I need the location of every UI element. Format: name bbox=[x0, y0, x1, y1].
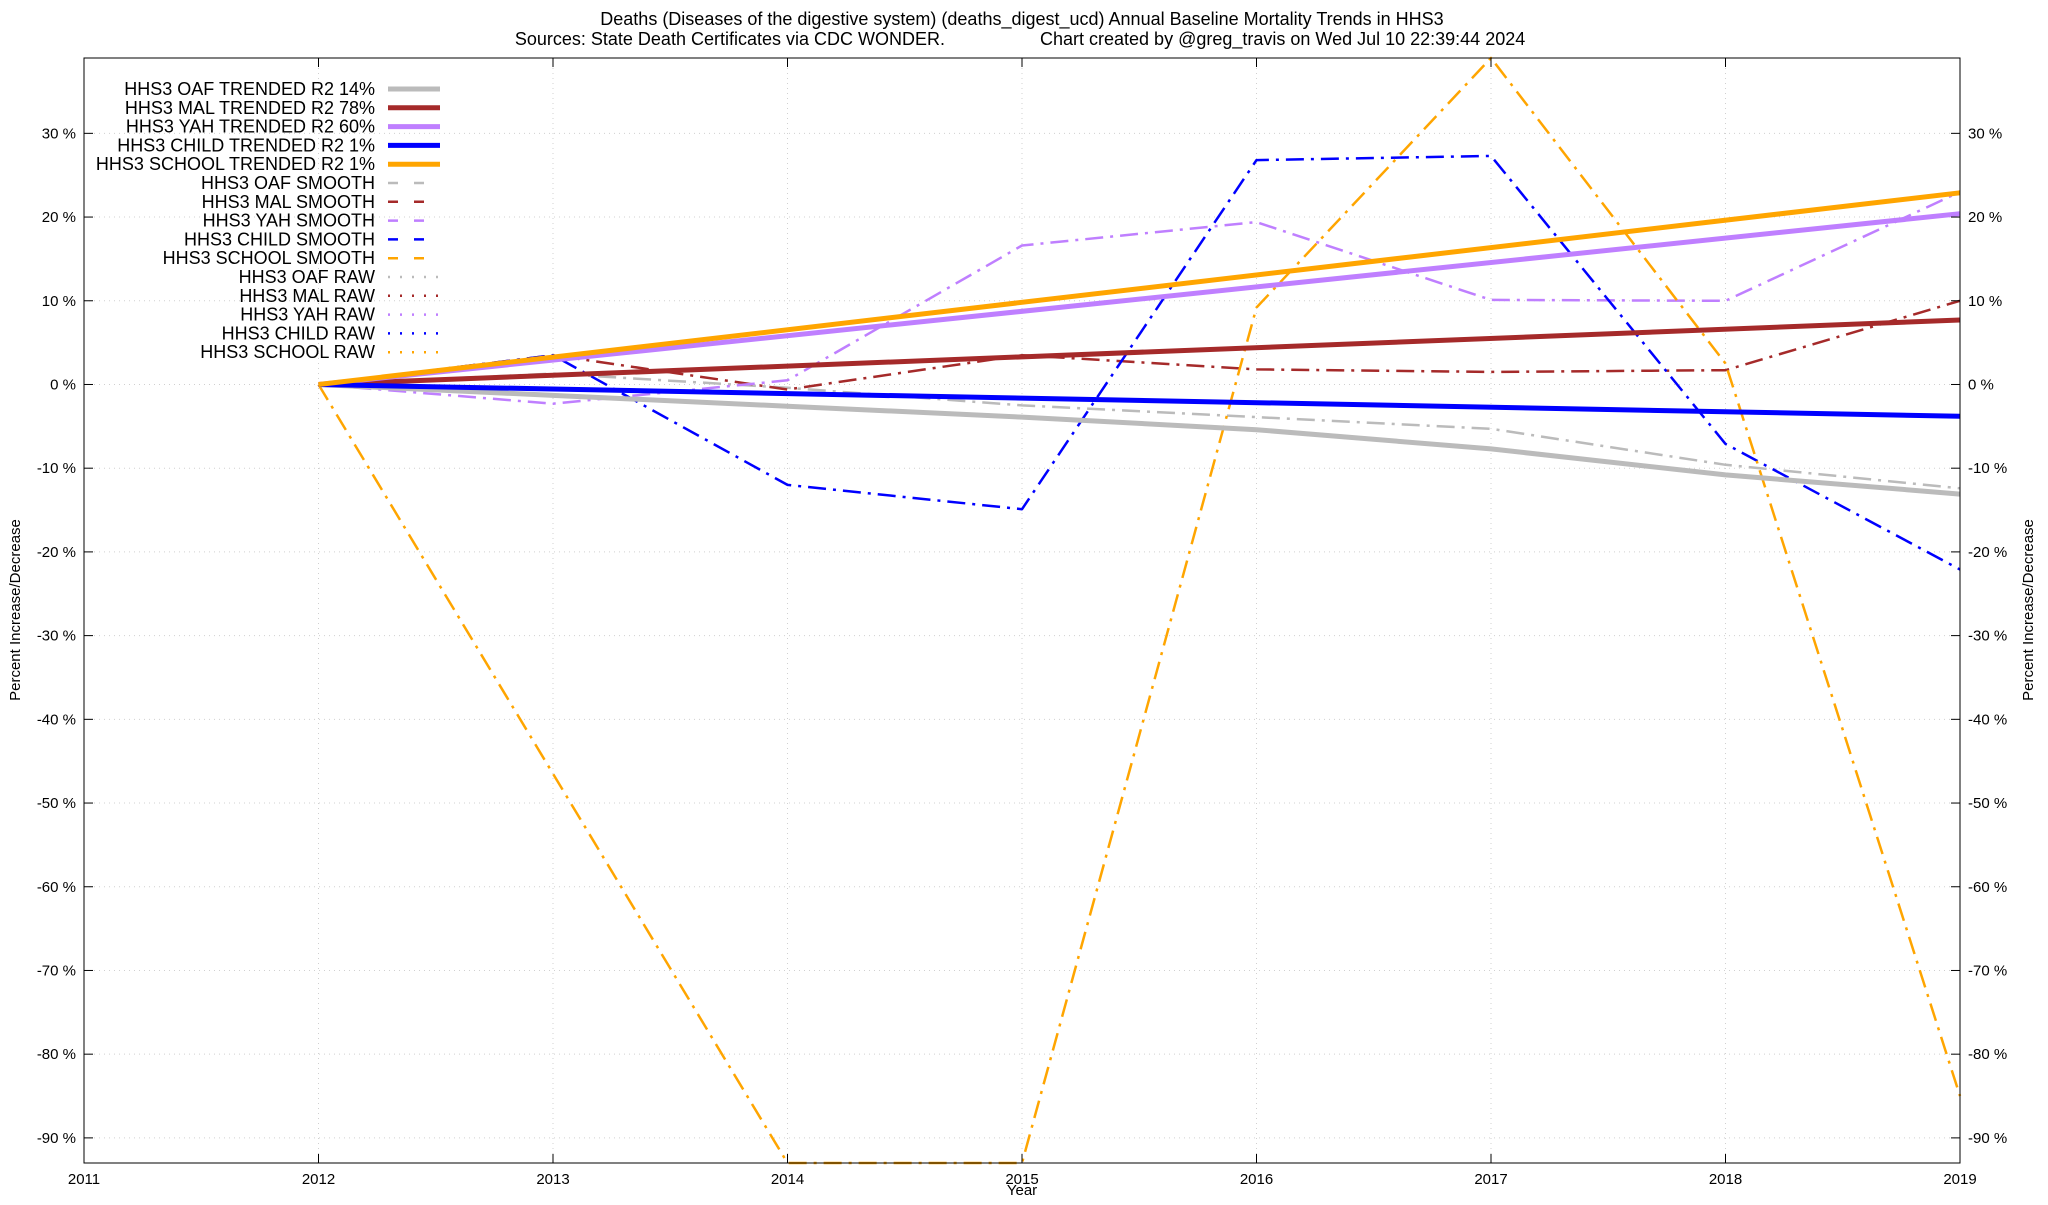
series-line-hhs3-yah-trended-r2 bbox=[318, 211, 1961, 387]
legend-label: HHS3 CHILD TRENDED R2 1% bbox=[117, 135, 375, 155]
legend-item: HHS3 OAF RAW bbox=[239, 267, 440, 287]
chart-subtitle-credit: Chart created by @greg_travis on Wed Jul… bbox=[1040, 29, 1525, 50]
series-line-hhs3-mal-smooth bbox=[318, 299, 1961, 391]
x-tick-label: 2016 bbox=[1240, 1171, 1273, 1188]
series-layer bbox=[317, 56, 1962, 1165]
chart-title: Deaths (Diseases of the digestive system… bbox=[600, 9, 1443, 30]
y-tick-label-left: -70 % bbox=[37, 962, 76, 979]
y-tick-label-right: -10 % bbox=[1968, 460, 2007, 477]
series-line-hhs3-oaf-trended-r2 bbox=[318, 382, 1961, 497]
y-axis-label-left: Percent Increase/Decrease bbox=[7, 519, 24, 701]
legend-label: HHS3 CHILD SMOOTH bbox=[184, 229, 375, 249]
y-tick-label-left: -20 % bbox=[37, 544, 76, 561]
legend-item: HHS3 YAH RAW bbox=[240, 305, 440, 325]
y-tick-label-left: -80 % bbox=[37, 1046, 76, 1063]
legend-label: HHS3 YAH RAW bbox=[240, 305, 375, 325]
chart-subtitle-source: Sources: State Death Certificates via CD… bbox=[515, 29, 945, 49]
legend-label: HHS3 SCHOOL TRENDED R2 1% bbox=[96, 154, 375, 174]
legend-item: HHS3 MAL RAW bbox=[239, 286, 440, 306]
legend-item: HHS3 SCHOOL TRENDED R2 1% bbox=[96, 154, 440, 174]
x-tick-label: 2013 bbox=[536, 1171, 569, 1188]
legend-label: HHS3 SCHOOL SMOOTH bbox=[163, 248, 375, 268]
legend-label: HHS3 OAF RAW bbox=[239, 267, 375, 287]
y-tick-label-right: -80 % bbox=[1968, 1046, 2007, 1063]
y-tick-label-right: 0 % bbox=[1968, 376, 1994, 393]
y-tick-label-right: -90 % bbox=[1968, 1130, 2007, 1147]
y-tick-label-right: -20 % bbox=[1968, 544, 2007, 561]
grid-layer bbox=[84, 58, 1960, 1163]
legend-item: HHS3 CHILD RAW bbox=[222, 323, 440, 343]
axis-layer: 30 % 30 % 20 % 20 % 10 % 10 % 0 % 0 % -10 % -10 %… bbox=[37, 58, 2007, 1188]
legend-label: HHS3 CHILD RAW bbox=[222, 323, 375, 343]
y-tick-label-left: 20 % bbox=[42, 209, 76, 226]
legend-item: HHS3 MAL SMOOTH bbox=[202, 192, 440, 212]
legend-label: HHS3 MAL SMOOTH bbox=[202, 192, 375, 212]
legend-item: HHS3 CHILD SMOOTH bbox=[184, 229, 440, 249]
y-tick-label-right: -60 % bbox=[1968, 879, 2007, 896]
series-line-hhs3-child-smooth bbox=[318, 154, 1961, 571]
series-line-hhs3-oaf-smooth bbox=[318, 372, 1961, 490]
legend-label: HHS3 OAF SMOOTH bbox=[201, 173, 375, 193]
legend: HHS3 OAF TRENDED R2 14%HHS3 MAL TRENDED … bbox=[96, 79, 440, 362]
x-tick-label: 2018 bbox=[1709, 1171, 1742, 1188]
x-tick-label: 2012 bbox=[302, 1171, 335, 1188]
y-tick-label-right: -30 % bbox=[1968, 628, 2007, 645]
legend-item: HHS3 OAF SMOOTH bbox=[201, 173, 440, 193]
y-tick-label-left: -40 % bbox=[37, 711, 76, 728]
y-tick-label-left: 30 % bbox=[42, 125, 76, 142]
legend-label: HHS3 SCHOOL RAW bbox=[200, 342, 375, 362]
series-line-hhs3-school-smooth bbox=[317, 56, 1962, 1165]
y-tick-label-left: 0 % bbox=[50, 376, 76, 393]
legend-item: HHS3 SCHOOL RAW bbox=[200, 342, 440, 362]
x-tick-label: 2019 bbox=[1943, 1171, 1976, 1188]
legend-label: HHS3 OAF TRENDED R2 14% bbox=[124, 79, 375, 99]
series-line-hhs3-child-trended-r2 bbox=[318, 382, 1961, 419]
legend-item: HHS3 OAF TRENDED R2 14% bbox=[124, 79, 440, 99]
y-tick-label-right: 20 % bbox=[1968, 209, 2002, 226]
legend-label: HHS3 MAL TRENDED R2 78% bbox=[125, 98, 375, 118]
y-tick-label-left: -10 % bbox=[37, 460, 76, 477]
legend-item: HHS3 MAL TRENDED R2 78% bbox=[125, 98, 440, 118]
y-tick-label-left: -50 % bbox=[37, 795, 76, 812]
y-tick-label-right: 10 % bbox=[1968, 293, 2002, 310]
x-axis-label: Year bbox=[1007, 1182, 1037, 1199]
legend-label: HHS3 YAH TRENDED R2 60% bbox=[126, 117, 375, 137]
legend-item: HHS3 CHILD TRENDED R2 1% bbox=[117, 135, 440, 155]
x-tick-label: 2011 bbox=[68, 1171, 100, 1188]
x-tick-label: 2017 bbox=[1474, 1171, 1507, 1188]
series-line-hhs3-school-trended-r2 bbox=[318, 190, 1961, 387]
x-tick-label: 2015 bbox=[1005, 1171, 1038, 1188]
y-tick-label-left: -60 % bbox=[37, 879, 76, 896]
y-tick-label-left: 10 % bbox=[42, 293, 76, 310]
legend-label: HHS3 YAH SMOOTH bbox=[203, 211, 375, 231]
legend-item: HHS3 YAH TRENDED R2 60% bbox=[126, 117, 440, 137]
y-tick-label-right: -70 % bbox=[1968, 962, 2007, 979]
legend-item: HHS3 SCHOOL SMOOTH bbox=[163, 248, 440, 268]
y-tick-label-left: -90 % bbox=[37, 1130, 76, 1147]
y-tick-label-right: -40 % bbox=[1968, 711, 2007, 728]
x-tick-label: 2014 bbox=[771, 1171, 804, 1188]
y-tick-label-left: -30 % bbox=[37, 628, 76, 645]
y-tick-label-right: 30 % bbox=[1968, 125, 2002, 142]
legend-item: HHS3 YAH SMOOTH bbox=[203, 211, 440, 231]
y-tick-label-right: -50 % bbox=[1968, 795, 2007, 812]
y-axis-label-right: Percent Increase/Decrease bbox=[2020, 519, 2037, 701]
series-line-hhs3-mal-trended-r2 bbox=[318, 317, 1961, 387]
legend-label: HHS3 MAL RAW bbox=[239, 286, 375, 306]
